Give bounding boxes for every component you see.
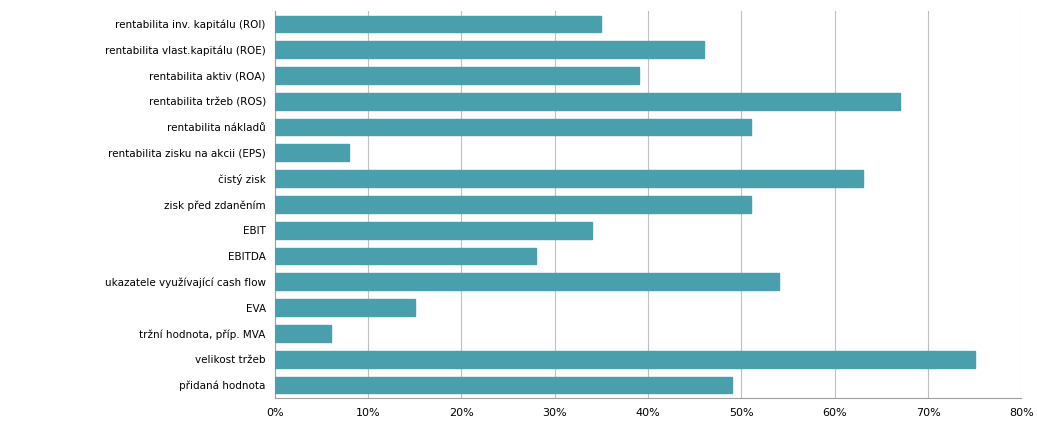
Bar bbox=[275, 351, 975, 367]
Bar bbox=[275, 196, 751, 213]
Bar bbox=[275, 15, 601, 32]
Bar bbox=[275, 119, 751, 135]
Bar bbox=[275, 42, 704, 58]
Bar bbox=[275, 170, 863, 187]
Bar bbox=[275, 93, 900, 110]
Bar bbox=[275, 325, 331, 342]
Bar bbox=[275, 248, 536, 264]
Bar bbox=[275, 67, 639, 84]
Bar bbox=[275, 299, 415, 316]
Bar bbox=[275, 222, 592, 239]
Bar bbox=[275, 145, 349, 161]
Bar bbox=[275, 274, 779, 290]
Bar bbox=[275, 377, 732, 393]
